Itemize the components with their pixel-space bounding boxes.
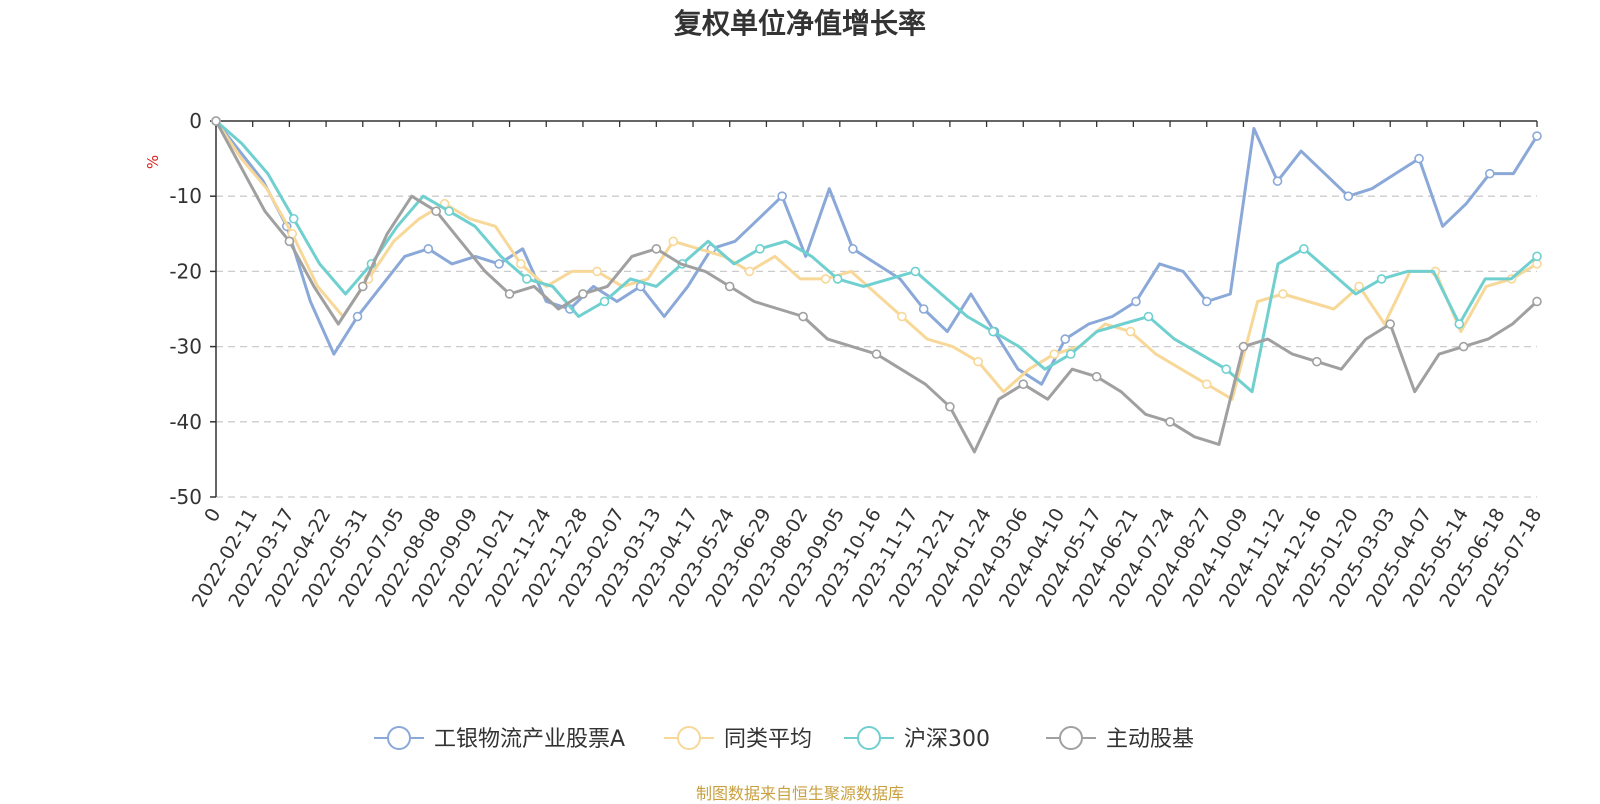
series-point [897,311,907,322]
series-point [599,296,610,307]
series-point [1165,416,1175,427]
series-point [1060,334,1071,344]
series-point [1131,296,1141,307]
series-point [423,244,434,254]
series-point [1385,319,1396,329]
series-point [988,326,998,337]
series-point [1343,191,1354,201]
legend-item-3: 主动股基 [1046,726,1194,752]
legend-marker [387,726,411,750]
x-tick-label: 0 [200,505,225,526]
series-point [1454,319,1465,329]
legend-item-0: 工银物流产业股票A [374,726,625,752]
series-point [1414,153,1424,164]
series-point [1201,379,1212,390]
series-point [1312,356,1322,367]
series-point [1238,341,1249,352]
series-point [1049,349,1060,359]
series-point [724,281,735,292]
series-point [918,304,929,314]
legend-item-1: 同类平均 [664,726,812,752]
series-point [211,116,221,126]
y-tick-label: -20 [169,259,202,283]
series-point [1272,176,1283,186]
legend-label: 沪深300 [904,727,990,752]
series-point [945,401,955,412]
series-line-3 [214,120,1539,454]
series-point [357,281,368,292]
series-point [1532,296,1542,307]
series-point [1532,131,1542,141]
series-point [431,206,441,217]
series-point [1125,326,1136,337]
legend-label: 工银物流产业股票A [434,727,625,752]
series-point [1485,168,1495,179]
source-note: 制图数据来自恒生聚源数据库 [695,784,904,803]
series-line-2 [215,119,1538,394]
series-point [578,289,588,299]
series-point [1201,296,1212,307]
legend-marker [857,726,881,750]
series-point [284,236,295,247]
series-point [848,244,858,254]
series-point [1532,251,1542,262]
y-axis-unit: % [144,155,162,169]
line-chart: 0-10-20-30-40-50%02022-02-112022-03-1720… [144,109,1546,752]
legend-label: 同类平均 [724,727,812,752]
series-point [1458,341,1469,352]
series-point [668,236,679,247]
series-point [352,311,363,322]
series-point [1065,349,1076,359]
series-point [444,206,454,217]
chart-title: 复权单位净值增长率 [673,7,926,40]
series-point [504,289,515,299]
y-tick-label: -10 [169,184,202,208]
legend-label: 主动股基 [1106,727,1194,752]
y-tick-label: -30 [169,335,202,359]
series-point [798,311,808,322]
legend-item-2: 沪深300 [844,726,990,752]
series-point [494,259,504,269]
y-tick-label: 0 [189,109,202,133]
series-point [522,274,532,284]
series-line-0 [214,120,1539,386]
series-point [973,356,983,367]
series-point [777,191,787,201]
legend-marker [1059,726,1083,750]
series-point [910,266,921,277]
series-point [1018,379,1029,390]
series-point [516,259,526,269]
y-tick-label: -40 [169,410,202,434]
series-point [871,349,882,359]
y-tick-label: -50 [169,485,202,509]
series-point [288,213,299,224]
series-point [592,266,602,277]
series-point [755,244,765,254]
series-point [651,244,662,254]
series-point [832,274,843,284]
series-point [820,274,831,284]
series-point [1299,244,1309,254]
series-point [1376,274,1387,284]
legend-marker [677,726,701,750]
series-point [1143,311,1154,322]
series-point [1221,364,1231,374]
series-point [1091,371,1102,382]
series-point [744,266,755,277]
series-point [1278,289,1288,299]
